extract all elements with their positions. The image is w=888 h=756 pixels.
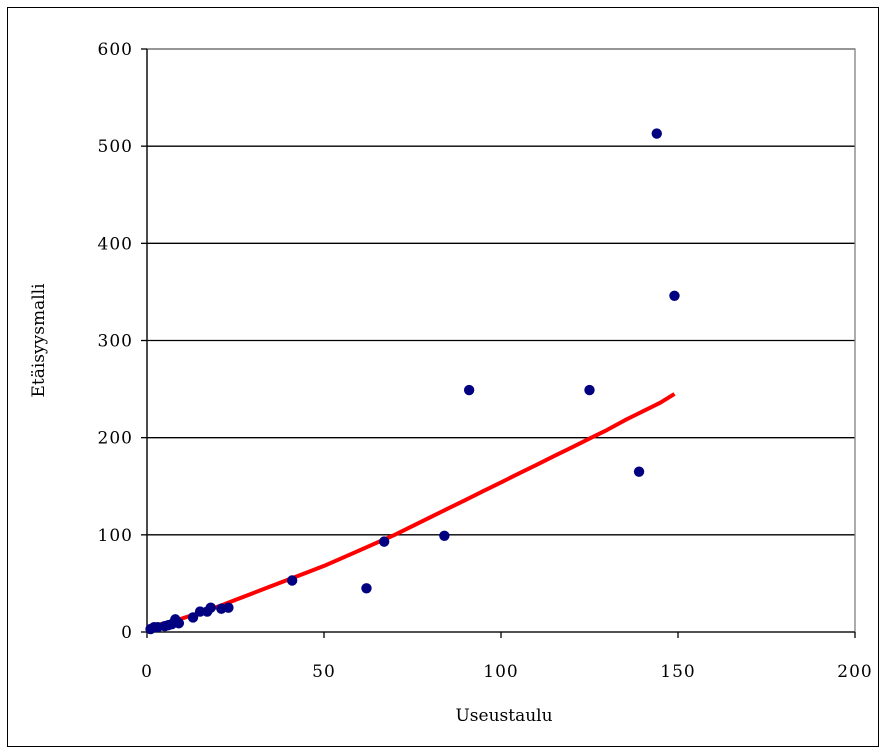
y-tick-label-100: 100 bbox=[98, 526, 133, 546]
trend-line bbox=[146, 392, 676, 630]
x-tick-label-100: 100 bbox=[483, 662, 518, 682]
data-point-18 bbox=[439, 530, 450, 542]
y-tick-label-600: 600 bbox=[98, 40, 133, 60]
data-point-8 bbox=[173, 618, 185, 629]
data-point-14 bbox=[223, 602, 234, 613]
data-point-16 bbox=[361, 583, 372, 594]
y-axis-title: Etäisyysmalli bbox=[29, 283, 49, 398]
data-points bbox=[145, 128, 680, 635]
grid-lines bbox=[147, 48, 855, 536]
data-point-19 bbox=[463, 384, 475, 396]
data-point-15 bbox=[286, 575, 298, 586]
x-tick-label-0: 0 bbox=[141, 662, 153, 682]
y-tick-label-300: 300 bbox=[98, 332, 133, 352]
trend-line-path bbox=[146, 392, 676, 630]
y-tick-label-0: 0 bbox=[121, 623, 133, 643]
data-point-17 bbox=[378, 536, 390, 547]
x-tick-label-50: 50 bbox=[312, 662, 336, 682]
axes bbox=[141, 48, 856, 638]
data-point-20 bbox=[584, 384, 595, 396]
x-tick-labels: 0 50 100 150 200 bbox=[141, 662, 872, 682]
data-point-23 bbox=[669, 290, 680, 302]
x-axis-title: Useustaulu bbox=[455, 706, 552, 726]
data-point-9 bbox=[187, 612, 199, 623]
y-tick-label-500: 500 bbox=[98, 137, 133, 157]
data-point-12 bbox=[205, 602, 216, 613]
y-tick-labels: 0 100 200 300 400 500 600 bbox=[98, 40, 133, 643]
x-tick-label-150: 150 bbox=[660, 662, 695, 682]
x-tick-label-200: 200 bbox=[837, 662, 872, 682]
y-tick-label-200: 200 bbox=[98, 429, 133, 449]
data-point-21 bbox=[633, 466, 645, 477]
y-tick-label-400: 400 bbox=[98, 234, 133, 254]
data-point-22 bbox=[651, 128, 662, 139]
